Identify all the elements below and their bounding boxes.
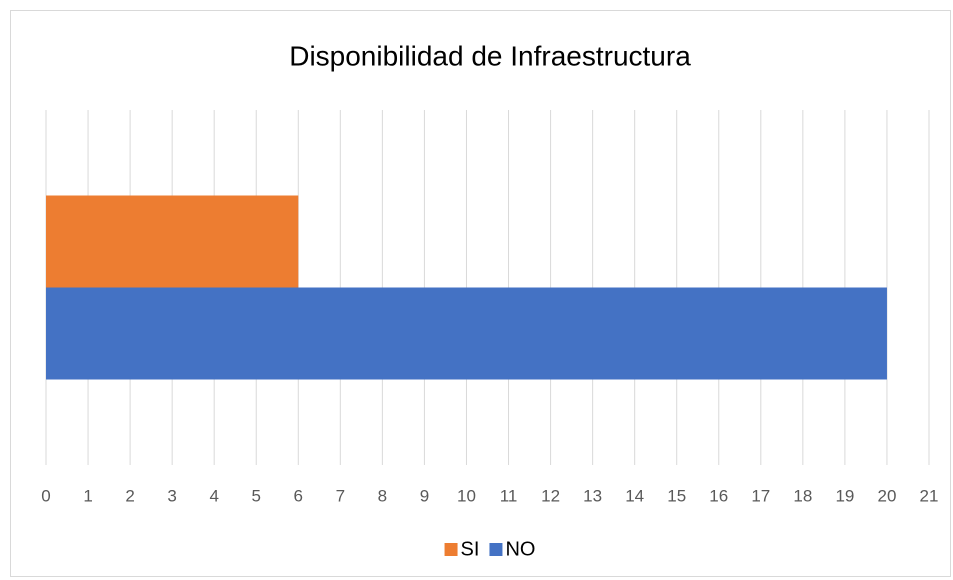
x-tick-label: 4 bbox=[209, 486, 218, 505]
x-tick-label: 20 bbox=[877, 486, 896, 505]
x-tick-label: 7 bbox=[336, 486, 345, 505]
bar bbox=[46, 195, 299, 288]
x-tick-label: 15 bbox=[667, 486, 686, 505]
x-tick-label: 10 bbox=[457, 486, 476, 505]
legend-swatch bbox=[489, 543, 503, 556]
x-tick-label: 8 bbox=[378, 486, 387, 505]
x-tick-label: 0 bbox=[41, 486, 50, 505]
x-tick-label: 5 bbox=[252, 486, 261, 505]
x-tick-label: 6 bbox=[294, 486, 303, 505]
legend-label: SI bbox=[461, 538, 480, 560]
x-tick-label: 12 bbox=[541, 486, 560, 505]
x-tick-label: 11 bbox=[500, 486, 518, 505]
bar bbox=[46, 287, 887, 380]
x-tick-label: 18 bbox=[793, 486, 812, 505]
x-tick-label: 2 bbox=[125, 486, 134, 505]
x-tick-label: 3 bbox=[167, 486, 176, 505]
x-tick-label: 17 bbox=[751, 486, 770, 505]
legend-swatch bbox=[444, 543, 458, 556]
x-tick-label: 13 bbox=[583, 486, 602, 505]
x-tick-label: 19 bbox=[835, 486, 854, 505]
x-tick-label: 1 bbox=[83, 486, 92, 505]
x-tick-label: 9 bbox=[420, 486, 429, 505]
x-tick-label: 16 bbox=[709, 486, 728, 505]
legend-label: NO bbox=[505, 538, 535, 560]
chart-title: Disponibilidad de Infraestructura bbox=[289, 40, 691, 71]
x-tick-label: 14 bbox=[625, 486, 644, 505]
x-tick-label: 21 bbox=[920, 486, 939, 505]
